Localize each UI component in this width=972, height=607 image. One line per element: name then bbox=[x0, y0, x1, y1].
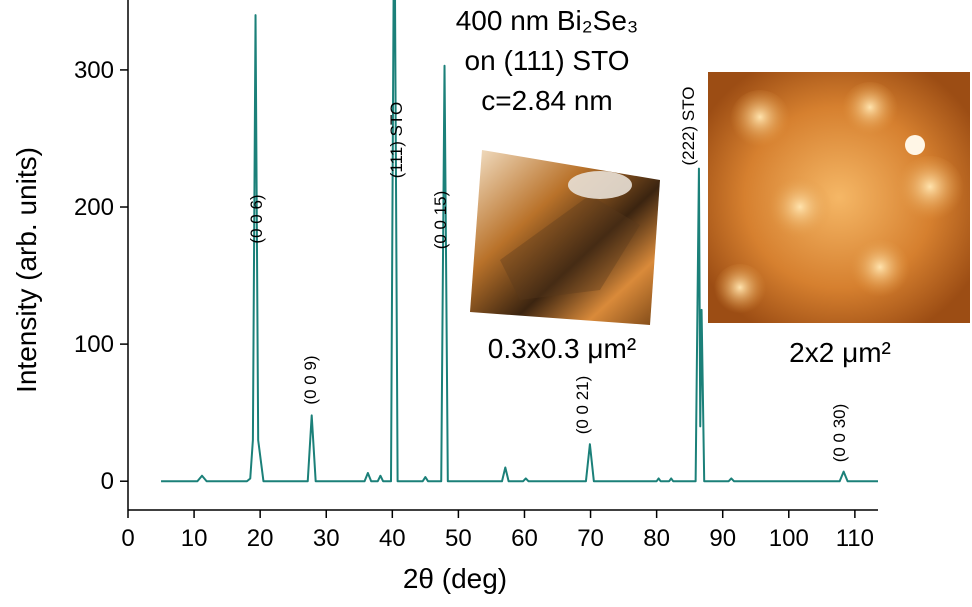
inset-label: 0.3x0.3 μm² bbox=[488, 333, 636, 364]
plot-area bbox=[161, 0, 878, 483]
title-line: on (111) STO bbox=[465, 45, 630, 76]
x-tick-label: 60 bbox=[511, 525, 538, 552]
x-tick-label: 10 bbox=[181, 525, 208, 552]
x-tick-label: 90 bbox=[709, 525, 736, 552]
peak-label: (111) STO bbox=[387, 102, 406, 179]
peak-label: (0 0 30) bbox=[830, 404, 849, 463]
inset-afm-2d bbox=[708, 72, 970, 323]
x-tick-label: 80 bbox=[643, 525, 670, 552]
peak-label: (0 0 15) bbox=[431, 191, 450, 250]
y-tick-label: 200 bbox=[74, 194, 114, 221]
peak-label: (0 0 9) bbox=[301, 355, 320, 404]
x-tick-label: 0 bbox=[121, 525, 134, 552]
inset-3d-afm bbox=[470, 150, 660, 325]
x-axis-title: 2θ (deg) bbox=[403, 563, 507, 594]
x-tick-label: 100 bbox=[769, 525, 809, 552]
x-tick-label: 70 bbox=[577, 525, 604, 552]
x-tick-label: 50 bbox=[445, 525, 472, 552]
x-tick-label: 20 bbox=[247, 525, 274, 552]
inset-label: 2x2 μm² bbox=[789, 337, 891, 368]
y-axis-title: Intensity (arb. units) bbox=[11, 147, 42, 393]
data-line bbox=[161, 0, 878, 483]
y-tick-label: 100 bbox=[74, 331, 114, 358]
y-tick-label: 300 bbox=[74, 57, 114, 84]
peak-label: (0 0 21) bbox=[573, 376, 592, 435]
x-tick-label: 40 bbox=[379, 525, 406, 552]
x-tick-label: 110 bbox=[836, 525, 874, 552]
y-tick-label: 0 bbox=[101, 468, 114, 495]
x-tick-label: 30 bbox=[313, 525, 340, 552]
title-line: c=2.84 nm bbox=[481, 85, 613, 116]
peak-label: (0 0 6) bbox=[247, 194, 266, 243]
title-line: 400 nm Bi₂Se₃ bbox=[456, 5, 639, 36]
peak-label: (222) STO bbox=[679, 86, 698, 165]
